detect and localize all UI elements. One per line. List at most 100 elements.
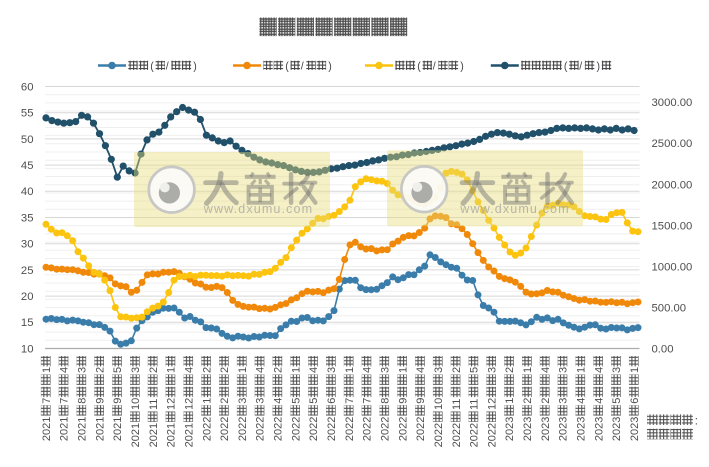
svg-text:2: 2 <box>219 398 231 404</box>
svg-text:www.dxumu.com: www.dxumu.com <box>203 202 313 216</box>
svg-text:/: / <box>433 60 436 72</box>
svg-text:5: 5 <box>469 367 481 373</box>
svg-text:5: 5 <box>308 398 320 404</box>
svg-text:3: 3 <box>77 367 89 373</box>
svg-text:2023: 2023 <box>540 417 552 441</box>
svg-text:1: 1 <box>237 367 249 373</box>
svg-text:2023: 2023 <box>522 417 534 441</box>
svg-text:1: 1 <box>344 367 356 373</box>
svg-text:5: 5 <box>290 398 302 404</box>
svg-text:): ) <box>193 60 197 72</box>
svg-text:2022: 2022 <box>415 417 427 441</box>
svg-text:40: 40 <box>21 186 34 198</box>
svg-text:3: 3 <box>558 398 570 404</box>
svg-text:/: / <box>301 60 304 72</box>
svg-text:25: 25 <box>21 265 34 277</box>
svg-text:60: 60 <box>21 81 34 93</box>
svg-text:3: 3 <box>237 398 249 404</box>
svg-text:1: 1 <box>397 367 409 373</box>
svg-text:11: 11 <box>469 399 481 410</box>
svg-text:9: 9 <box>94 398 106 404</box>
svg-text:/: / <box>579 60 582 72</box>
svg-text:(: ( <box>150 60 154 72</box>
svg-text:(: ( <box>564 60 568 72</box>
svg-text:11: 11 <box>148 399 160 410</box>
svg-text:3: 3 <box>255 398 267 404</box>
svg-text:(: ( <box>417 60 421 72</box>
svg-text:2022: 2022 <box>362 417 374 441</box>
svg-text::: : <box>695 415 698 428</box>
svg-text:7: 7 <box>344 398 356 404</box>
svg-text:4: 4 <box>59 367 71 373</box>
svg-text:2022: 2022 <box>255 417 267 441</box>
svg-text:2022: 2022 <box>486 423 498 447</box>
svg-text:6: 6 <box>629 398 641 404</box>
svg-text:5: 5 <box>611 398 623 404</box>
svg-text:2: 2 <box>273 367 285 373</box>
svg-text:9: 9 <box>112 398 124 404</box>
svg-text:2022: 2022 <box>237 417 249 441</box>
svg-text:10: 10 <box>21 343 34 355</box>
svg-text:2022: 2022 <box>219 417 231 441</box>
svg-text:2023: 2023 <box>576 417 588 441</box>
svg-text:2: 2 <box>219 367 231 373</box>
svg-text:45: 45 <box>21 160 34 172</box>
svg-text:1: 1 <box>504 398 516 404</box>
svg-text:3: 3 <box>558 367 570 373</box>
svg-text:2: 2 <box>451 367 463 373</box>
svg-text:4: 4 <box>255 367 267 373</box>
svg-text:0.00: 0.00 <box>652 343 674 355</box>
svg-text:7: 7 <box>362 398 374 404</box>
svg-text:10: 10 <box>433 398 445 410</box>
svg-text:9: 9 <box>415 398 427 404</box>
svg-text:2022: 2022 <box>433 423 445 447</box>
svg-text:10: 10 <box>130 398 142 410</box>
svg-text:2021: 2021 <box>112 417 124 441</box>
svg-text:2023: 2023 <box>611 417 623 441</box>
svg-text:50: 50 <box>21 134 34 146</box>
svg-text:2: 2 <box>522 398 534 404</box>
svg-text:2023: 2023 <box>558 417 570 441</box>
svg-text:12: 12 <box>486 398 498 410</box>
svg-text:2022: 2022 <box>344 417 356 441</box>
svg-text:4: 4 <box>540 367 552 373</box>
svg-text:11: 11 <box>451 399 463 410</box>
svg-text:500.00: 500.00 <box>652 302 687 314</box>
svg-text:1: 1 <box>201 398 213 404</box>
svg-text:2: 2 <box>540 398 552 404</box>
svg-text:4: 4 <box>308 367 320 373</box>
svg-text:2022: 2022 <box>308 417 320 441</box>
svg-text:2500.00: 2500.00 <box>652 138 693 150</box>
svg-text:1500.00: 1500.00 <box>652 220 693 232</box>
svg-text:2: 2 <box>148 367 160 373</box>
svg-text:7: 7 <box>41 398 53 404</box>
svg-text:5: 5 <box>112 367 124 373</box>
svg-text:2022: 2022 <box>379 417 391 441</box>
svg-text:15: 15 <box>21 317 34 329</box>
svg-text:2022: 2022 <box>451 423 463 447</box>
svg-text:3: 3 <box>433 367 445 373</box>
svg-text:1: 1 <box>290 367 302 373</box>
svg-text:): ) <box>597 60 601 72</box>
svg-text:6: 6 <box>326 398 338 404</box>
svg-text:8: 8 <box>77 398 89 404</box>
svg-text:20: 20 <box>21 291 34 303</box>
svg-text:2022: 2022 <box>273 417 285 441</box>
svg-text:1000.00: 1000.00 <box>652 261 693 273</box>
svg-text:2022: 2022 <box>326 417 338 441</box>
svg-text:2021: 2021 <box>94 417 106 441</box>
svg-text:2023: 2023 <box>593 417 605 441</box>
svg-text:35: 35 <box>21 212 34 224</box>
svg-text:2: 2 <box>201 367 213 373</box>
svg-text:30: 30 <box>21 239 34 251</box>
svg-text:4: 4 <box>362 367 374 373</box>
svg-text:): ) <box>328 60 332 72</box>
svg-text:www.dxumu.com: www.dxumu.com <box>459 202 569 216</box>
svg-text:12: 12 <box>166 398 178 410</box>
svg-text:(: ( <box>285 60 289 72</box>
svg-text:2022: 2022 <box>290 417 302 441</box>
svg-text:2021: 2021 <box>59 417 71 441</box>
svg-text:8: 8 <box>379 398 391 404</box>
svg-text:3: 3 <box>130 367 142 373</box>
svg-text:2021: 2021 <box>77 417 89 441</box>
